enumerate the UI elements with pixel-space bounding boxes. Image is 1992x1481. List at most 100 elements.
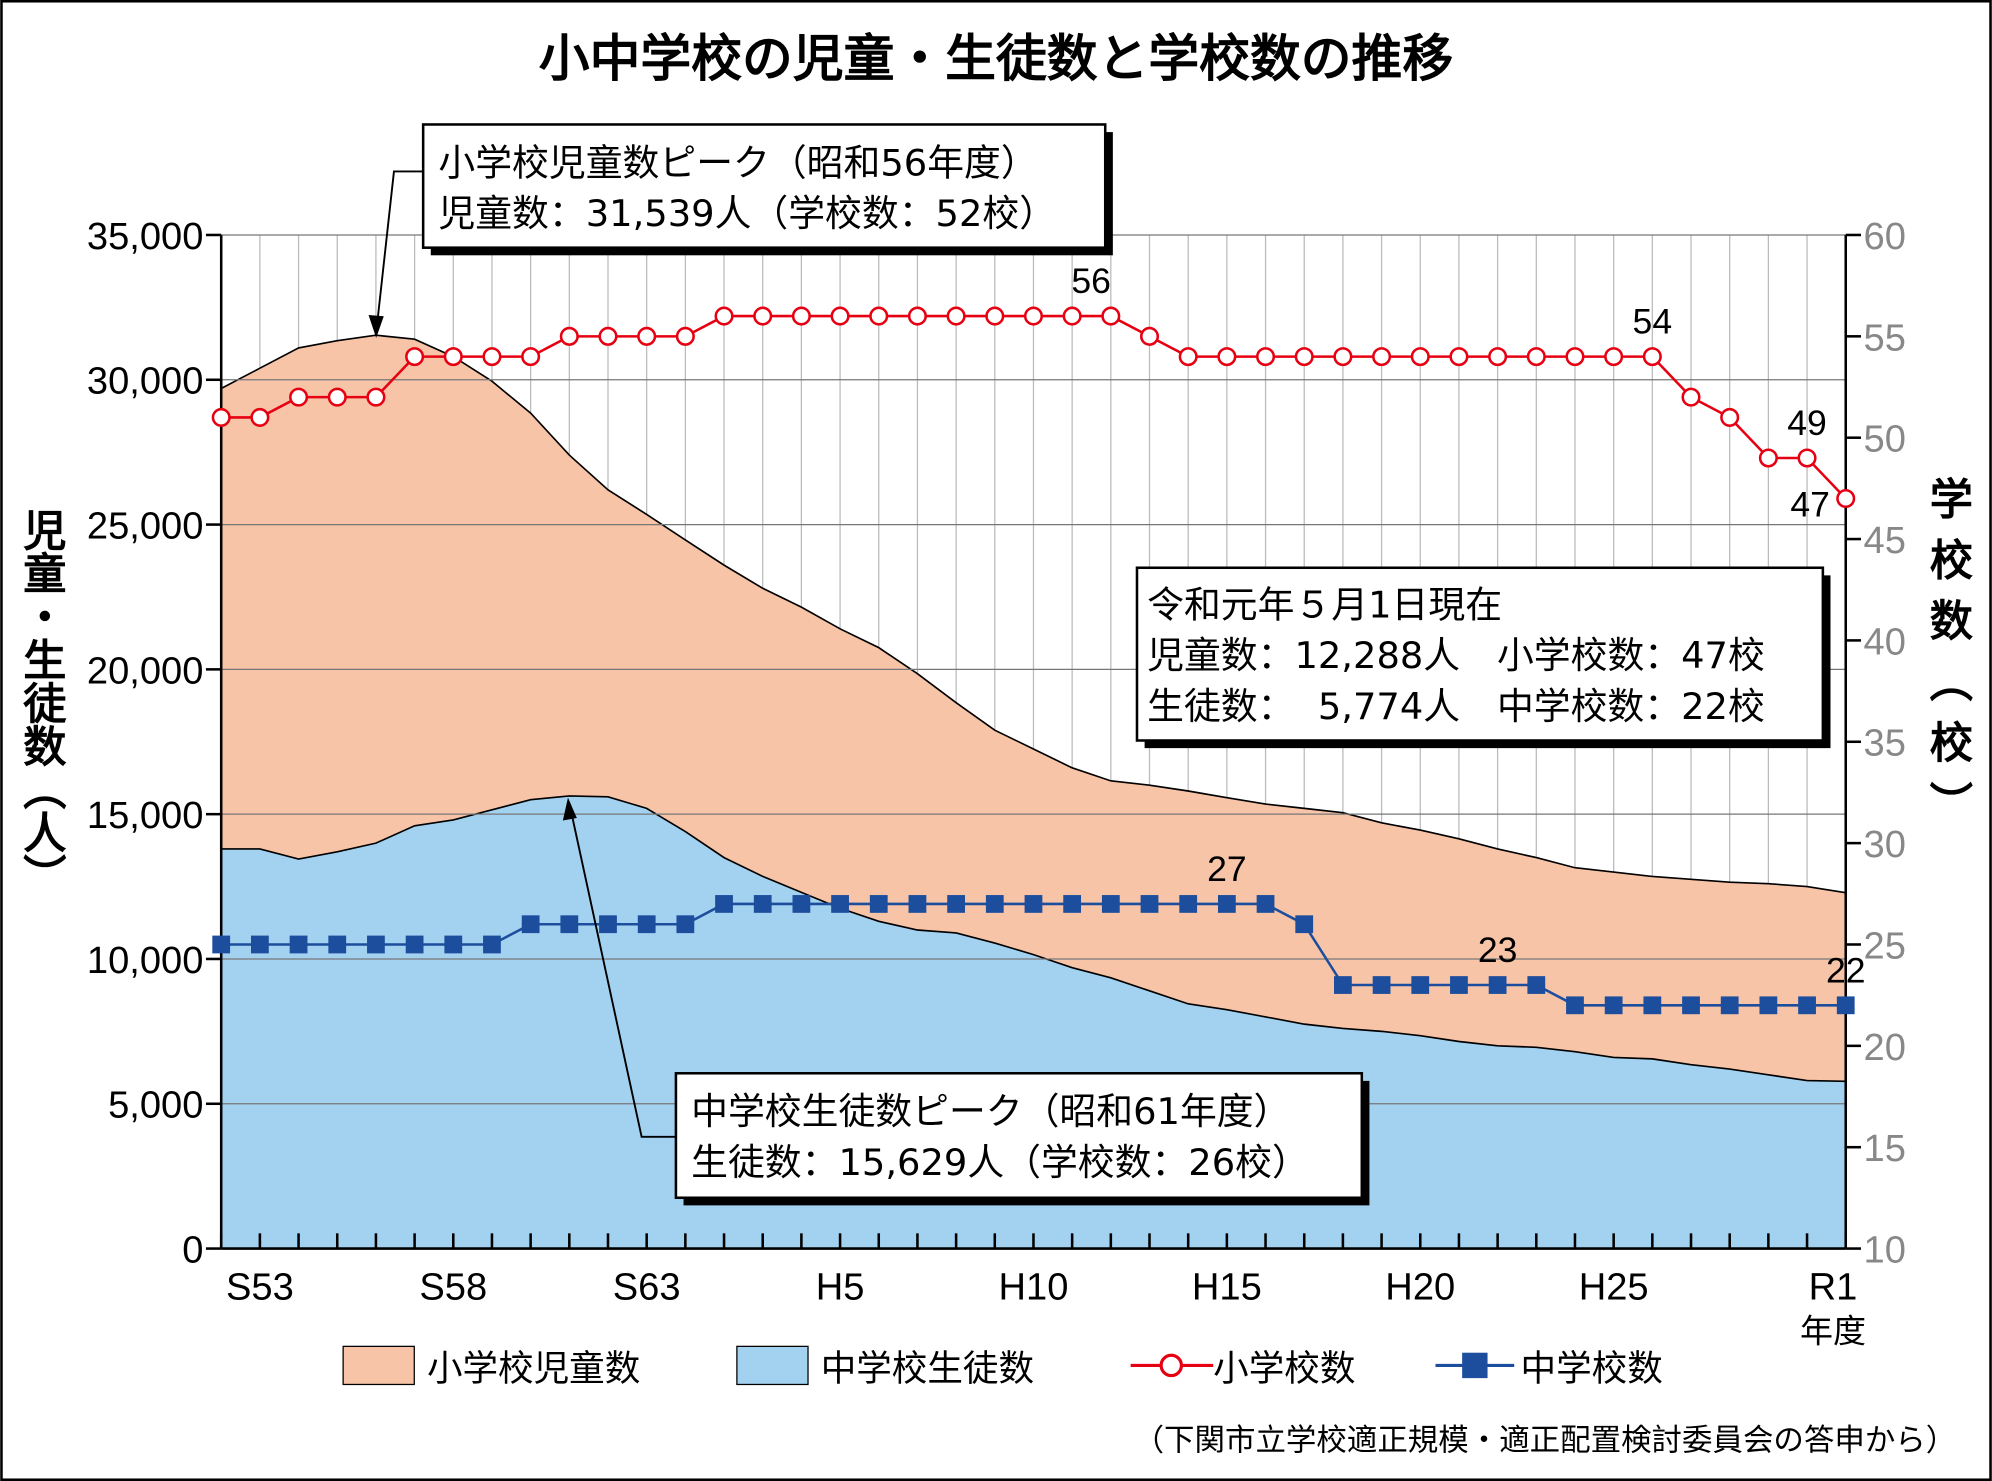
lines [211, 306, 1856, 1015]
y-right-tick-label: 30 [1864, 824, 1906, 866]
y-left-tick-label: 20,000 [87, 650, 204, 692]
marker-jh-schools [599, 915, 617, 934]
annotation-elem-peak-line1: 小学校児童数ピーク（昭和56年度） [438, 141, 1037, 184]
y-left-tick-label: 35,000 [87, 216, 204, 258]
source-note: （下関市立学校適正規模・適正配置検討委員会の答申から） [1134, 1424, 1957, 1459]
marker-elem-schools [869, 306, 889, 326]
legend-label-elem-students: 小学校児童数 [427, 1349, 640, 1390]
marker-elem-schools [482, 347, 502, 367]
legend-swatch-jh-students [736, 1345, 809, 1386]
marker-elem-schools [1023, 306, 1043, 326]
marker-elem-schools [1642, 347, 1662, 367]
marker-elem-schools [985, 306, 1005, 326]
x-tick-label: H10 [999, 1266, 1069, 1308]
marker-elem-schools [250, 407, 270, 427]
marker-elem-schools [1372, 347, 1392, 367]
marker-jh-schools [637, 915, 656, 934]
data-label: 22 [1826, 950, 1866, 990]
marker-elem-schools [289, 387, 309, 407]
legend-label-jh-schools: 中学校数 [1521, 1349, 1663, 1390]
y-right-tick-label: 40 [1864, 621, 1906, 663]
marker-jh-schools [483, 935, 501, 954]
annotation-elem-peak: 小学校児童数ピーク（昭和56年度） 児童数：31,539人（学校数：52校） [368, 123, 1113, 338]
marker-jh-schools [1643, 996, 1662, 1015]
annotation-elem-peak-line2: 児童数：31,539人（学校数：52校） [438, 192, 1056, 235]
marker-jh-schools [1334, 976, 1352, 994]
marker-jh-schools [676, 915, 695, 934]
data-label: 49 [1787, 403, 1827, 443]
y-right-tick-label: 60 [1864, 216, 1906, 258]
y-axis-left-title: 児童・生徒数（人） [16, 508, 68, 897]
y-right-tick-label: 45 [1864, 520, 1906, 562]
marker-jh-schools [560, 915, 579, 934]
marker-elem-schools [521, 347, 541, 367]
marker-elem-schools [1101, 306, 1121, 326]
marker-elem-schools [946, 306, 966, 326]
y-left-tick-label: 5,000 [108, 1085, 203, 1127]
marker-elem-schools [1410, 347, 1430, 367]
x-tick-label: S58 [419, 1266, 487, 1308]
x-axis-title: 年度 [1800, 1312, 1866, 1351]
marker-jh-schools [1836, 996, 1855, 1015]
data-labels: 56 54 49 47 27 23 22 [1071, 261, 1865, 990]
marker-jh-schools [1604, 996, 1623, 1015]
data-label: 47 [1790, 484, 1830, 524]
marker-jh-schools [1798, 996, 1816, 1015]
marker-jh-schools [1101, 895, 1120, 913]
marker-jh-schools [367, 935, 385, 954]
marker-jh-schools [908, 895, 927, 913]
marker-elem-schools [559, 326, 579, 346]
area-outline [221, 795, 1846, 1083]
marker-elem-schools [1720, 407, 1740, 427]
marker-jh-schools [715, 895, 733, 913]
legend-swatch-elem-students [342, 1345, 415, 1386]
marker-elem-schools [1836, 488, 1856, 509]
marker-elem-schools [1217, 347, 1237, 367]
legend-marker-jh-schools [1462, 1352, 1488, 1379]
legend-label-jh-students: 中学校生徒数 [821, 1349, 1034, 1390]
marker-elem-schools [1797, 448, 1817, 468]
marker-elem-schools [1333, 347, 1353, 367]
y-right-tick-label: 10 [1864, 1230, 1906, 1272]
x-tick-label: R1 [1809, 1266, 1858, 1308]
marker-jh-schools [1720, 996, 1739, 1015]
marker-elem-schools [211, 407, 231, 427]
x-tick-label: H15 [1192, 1266, 1262, 1308]
annotation-current: 令和元年５月1日現在 児童数：12,288人 小学校数：47校 生徒数： 5,7… [1135, 566, 1831, 749]
y-right-tick-label: 15 [1864, 1128, 1906, 1170]
marker-elem-schools [1681, 387, 1701, 407]
annotation-jh-peak: 中学校生徒数ピーク（昭和61年度） 生徒数：15,629人（学校数：26校） [562, 797, 1370, 1206]
data-label: 23 [1478, 930, 1518, 970]
marker-jh-schools [1024, 895, 1043, 913]
legend-label-elem-schools: 小学校数 [1213, 1349, 1355, 1390]
marker-jh-schools [1179, 895, 1198, 913]
marker-jh-schools [1411, 976, 1430, 994]
annotation-jh-peak-line1: 中学校生徒数ピーク（昭和61年度） [691, 1090, 1290, 1133]
marker-jh-schools [792, 895, 811, 913]
annotation-current-line1: 令和元年５月1日現在 [1147, 583, 1502, 626]
marker-elem-schools [405, 347, 425, 367]
marker-jh-schools [212, 935, 231, 954]
marker-elem-schools [675, 326, 695, 346]
data-label: 56 [1071, 261, 1111, 301]
x-tick-label: H20 [1385, 1266, 1455, 1308]
marker-elem-schools [1565, 347, 1585, 367]
data-label: 54 [1633, 302, 1673, 342]
marker-jh-schools [1063, 895, 1082, 913]
marker-jh-schools [405, 935, 424, 954]
marker-jh-schools [289, 935, 308, 954]
marker-elem-schools [714, 306, 734, 326]
marker-jh-schools [521, 915, 540, 934]
marker-jh-schools [831, 895, 849, 913]
y-right-tick-label: 20 [1864, 1027, 1906, 1069]
marker-jh-schools [1682, 996, 1700, 1015]
y-right-tick-label: 55 [1864, 317, 1906, 359]
marker-elem-schools [1604, 347, 1624, 367]
marker-jh-schools [1759, 996, 1778, 1015]
data-label: 27 [1207, 849, 1247, 889]
axes: 0 5,000 10,000 15,000 20,000 25,000 30,000 35,0… [87, 216, 1906, 1308]
marker-elem-schools [1526, 347, 1546, 367]
marker-elem-schools [366, 387, 386, 407]
marker-elem-schools [791, 306, 811, 326]
